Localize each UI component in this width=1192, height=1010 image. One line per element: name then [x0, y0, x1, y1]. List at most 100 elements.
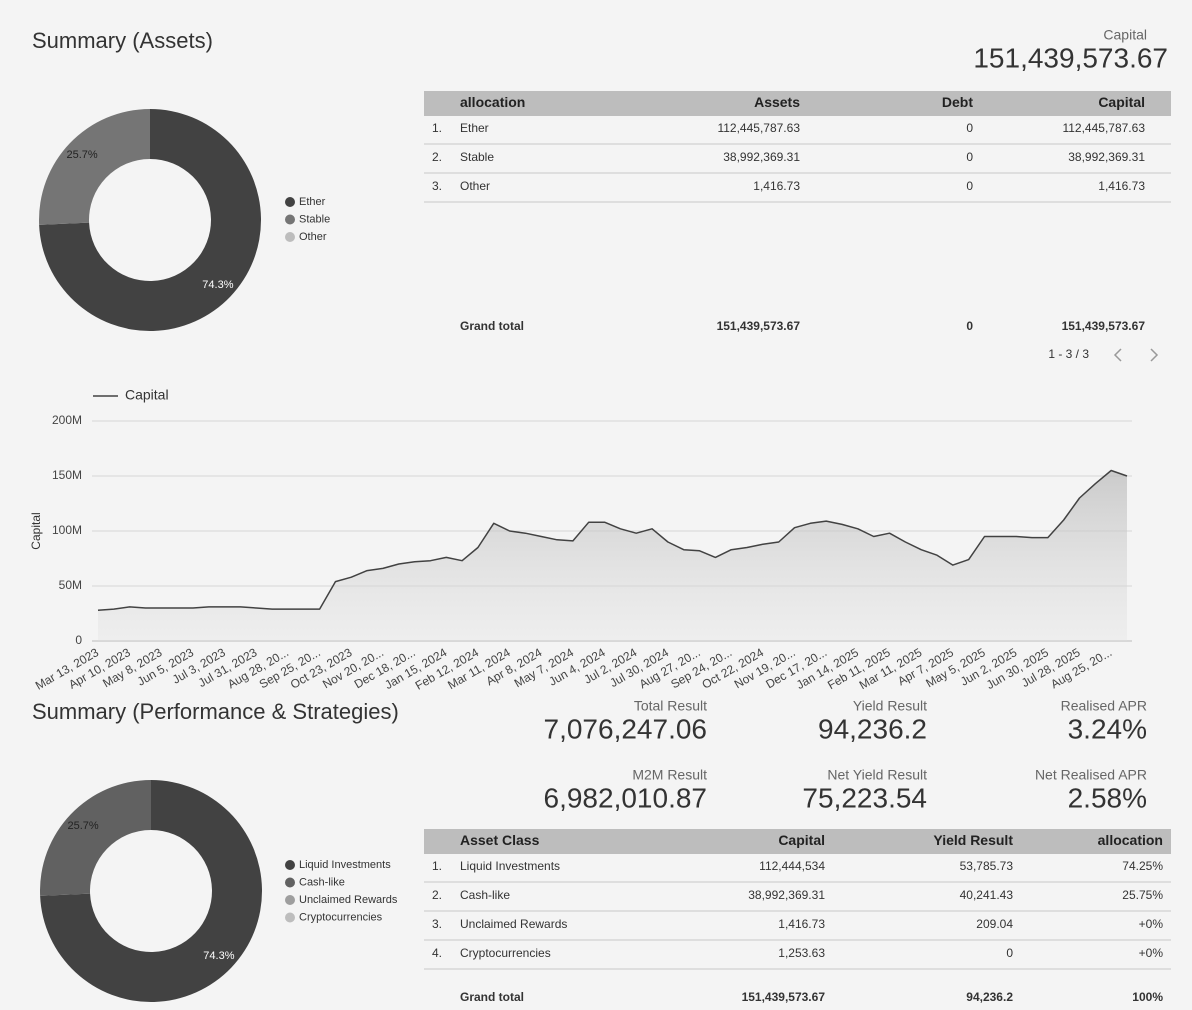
table-header-bg — [424, 91, 1171, 116]
table-cell: 38,992,369.31 — [723, 150, 800, 164]
table-cell: 3. — [432, 179, 442, 193]
table-cell: 2. — [432, 150, 442, 164]
pie-slice — [40, 780, 152, 896]
table-header: Capital — [1098, 94, 1145, 110]
table-header: allocation — [1098, 832, 1163, 848]
y-tick-label: 50M — [59, 578, 82, 592]
legend-label: Capital — [125, 387, 169, 403]
legend-label: Liquid Investments — [299, 859, 391, 871]
scorecard-label: Realised APR — [1061, 698, 1147, 714]
next-page[interactable] — [1150, 348, 1159, 362]
scorecard-value: 94,236.2 — [818, 713, 927, 744]
table-cell: 1. — [432, 859, 442, 873]
table-cell: 112,445,787.63 — [717, 121, 800, 135]
table-cell: 1,253.63 — [778, 946, 825, 960]
table-header: Assets — [754, 94, 800, 110]
series-line — [97, 469, 1128, 611]
prev-page[interactable] — [1113, 348, 1122, 362]
table-total: Grand total — [460, 990, 524, 1004]
table-cell: 209.04 — [976, 917, 1013, 931]
table-cell: 0 — [966, 179, 973, 193]
y-tick-label: 0 — [75, 633, 82, 647]
table-cell: 40,241.43 — [960, 888, 1014, 902]
table-header: allocation — [460, 94, 525, 110]
table-cell: Ether — [460, 121, 489, 135]
table-cell: 38,992,369.31 — [748, 888, 825, 902]
scorecard-label: M2M Result — [632, 767, 707, 783]
pie-slice — [40, 780, 263, 1002]
legend-label: Cash-like — [299, 876, 345, 888]
table-cell: 53,785.73 — [960, 859, 1014, 873]
table-cell: 0 — [1006, 946, 1013, 960]
section-title: Summary (Assets) — [32, 28, 213, 53]
legend-swatch — [285, 214, 295, 225]
table-header: Debt — [942, 94, 973, 110]
legend-label: Stable — [299, 213, 330, 225]
table-header: Asset Class — [460, 832, 540, 848]
y-tick-label: 150M — [52, 468, 82, 482]
scorecard-label: Capital — [1103, 27, 1147, 43]
table-cell: 74.25% — [1122, 859, 1163, 873]
legend-swatch — [285, 197, 295, 207]
legend-swatch — [285, 877, 295, 888]
table-cell: Cryptocurrencies — [460, 946, 551, 960]
table-cell: 0 — [966, 121, 973, 135]
table-cell: 1,416.73 — [753, 179, 800, 193]
scorecard-value: 6,982,010.87 — [544, 782, 708, 813]
table-cell: 3. — [432, 917, 442, 931]
table-cell: Unclaimed Rewards — [460, 917, 567, 931]
scorecard-value: 2.58% — [1068, 782, 1147, 813]
scorecard-value: 3.24% — [1068, 713, 1147, 744]
pagination: 1 - 3 / 3 — [1048, 347, 1089, 361]
scorecard-label: Net Yield Result — [827, 767, 927, 783]
table-cell: 1,416.73 — [778, 917, 825, 931]
section-title: Summary (Performance & Strategies) — [32, 699, 399, 724]
table-cell: Stable — [460, 150, 494, 164]
legend-label: Cryptocurrencies — [299, 911, 383, 923]
slice-label: 74.3% — [203, 950, 234, 962]
table-cell: 1,416.73 — [1098, 179, 1145, 193]
scorecard-label: Total Result — [634, 698, 707, 714]
legend-swatch — [285, 860, 295, 870]
slice-label: 74.3% — [202, 279, 233, 291]
table-header-bg — [424, 829, 1171, 854]
table-total: 100% — [1132, 990, 1163, 1004]
table-cell: Cash-like — [460, 888, 510, 902]
table-total: 151,439,573.67 — [742, 990, 826, 1004]
table-total: 94,236.2 — [966, 990, 1013, 1004]
scorecard-label: Yield Result — [853, 698, 927, 714]
scorecard-value: 7,076,247.06 — [544, 713, 708, 744]
table-cell: +0% — [1139, 946, 1164, 960]
table-cell: 112,444,534 — [759, 859, 825, 873]
area-fill — [98, 470, 1127, 641]
table-cell: 112,445,787.63 — [1062, 121, 1145, 135]
pie-slice — [39, 109, 262, 331]
table-total: 0 — [966, 319, 973, 333]
slice-label: 25.7% — [66, 149, 97, 161]
table-cell: 38,992,369.31 — [1068, 150, 1145, 164]
legend-swatch — [285, 912, 295, 923]
legend-swatch — [285, 232, 295, 242]
pie-slice — [39, 109, 151, 225]
table-cell: 1. — [432, 121, 442, 135]
y-tick-label: 100M — [52, 523, 82, 537]
table-total: 151,439,573.67 — [717, 319, 801, 333]
y-axis-title: Capital — [29, 512, 43, 549]
scorecard-label: Net Realised APR — [1035, 767, 1147, 783]
scorecard-value: 75,223.54 — [802, 782, 927, 813]
table-cell: 0 — [966, 150, 973, 164]
table-cell: +0% — [1139, 917, 1164, 931]
table-header: Yield Result — [933, 832, 1013, 848]
legend-label: Unclaimed Rewards — [299, 894, 398, 906]
legend-label: Ether — [299, 196, 326, 208]
table-total: 151,439,573.67 — [1062, 319, 1146, 333]
table-total: Grand total — [460, 319, 524, 333]
legend-label: Other — [299, 231, 327, 243]
table-cell: 2. — [432, 888, 442, 902]
table-cell: 4. — [432, 946, 442, 960]
y-tick-label: 200M — [52, 413, 82, 427]
table-header: Capital — [778, 832, 825, 848]
slice-label: 25.7% — [67, 820, 98, 832]
